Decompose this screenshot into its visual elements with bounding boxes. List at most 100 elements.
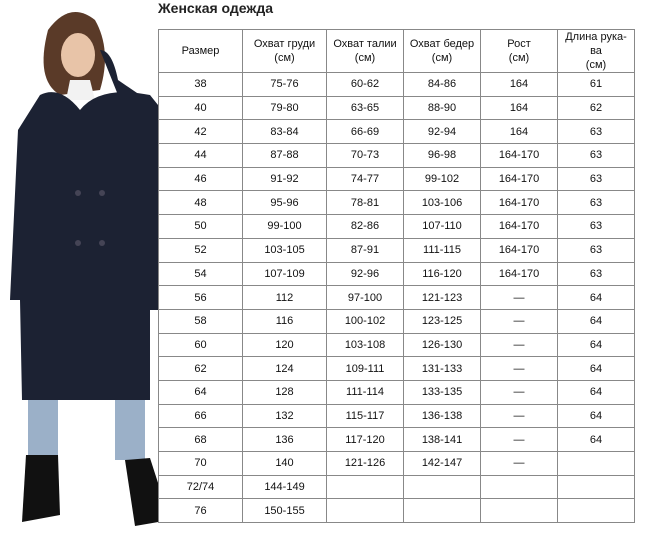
table-row: 44 87-88 70-73 96-98 164-170 63 — [158, 143, 635, 168]
table-cell: — — [480, 285, 558, 310]
table-cell: 75-76 — [242, 72, 327, 97]
table-row: 50 99-100 82-86 107-110 164-170 63 — [158, 214, 635, 239]
column-header: Рост (см) — [480, 29, 558, 73]
table-cell — [557, 451, 635, 476]
table-cell: 96-98 — [403, 143, 481, 168]
table-cell: 87-88 — [242, 143, 327, 168]
column-header: Охват бедер (см) — [403, 29, 481, 73]
table-cell: 150-155 — [242, 498, 327, 524]
table-row: 68 136 117-120 138-141—64 — [158, 427, 635, 452]
table-cell: 164 — [480, 72, 558, 97]
model-figure — [10, 12, 178, 526]
table-cell: 138-141 — [403, 427, 481, 452]
table-cell: 103-105 — [242, 237, 327, 263]
table-cell: 164-170 — [480, 143, 558, 168]
table-cell: 50 — [158, 214, 243, 239]
table-cell: 115-117 — [326, 403, 404, 429]
table-cell: 128 — [242, 379, 327, 405]
table-cell: 103-106 — [403, 190, 481, 216]
table-cell: 99-102 — [403, 166, 481, 192]
table-row: 42 83-84 66-69 92-94 164 63 — [158, 119, 635, 145]
column-header: Размер — [158, 29, 243, 73]
table-cell: 79-80 — [242, 95, 327, 121]
table-cell: 78-81 — [326, 190, 404, 216]
column-header: Охват талии (см) — [326, 29, 404, 73]
table-cell: 123-125 — [403, 308, 481, 334]
table-cell: 121-123 — [403, 285, 481, 310]
table-row: 54 107-109 92-96 116-120 164-170 63 — [158, 261, 635, 287]
table-cell: 87-91 — [326, 237, 404, 263]
table-cell: 52 — [158, 237, 243, 263]
table-cell: 64 — [557, 332, 635, 358]
table-cell: 164 — [480, 95, 558, 121]
table-cell: 64 — [158, 379, 243, 405]
table-cell: 70-73 — [326, 143, 404, 168]
table-cell: 44 — [158, 143, 243, 168]
table-row: 72/74 144-149 — [158, 474, 635, 500]
table-cell: 92-94 — [403, 119, 481, 145]
table-cell: 63 — [557, 237, 635, 263]
table-cell: 63 — [557, 261, 635, 287]
table-row: 66 132 115-117 136-138—64 — [158, 403, 635, 429]
table-cell: 76 — [158, 498, 243, 524]
table-cell: 91-92 — [242, 166, 327, 192]
table-cell: 112 — [242, 285, 327, 310]
table-cell: 164-170 — [480, 237, 558, 263]
table-cell: — — [480, 356, 558, 381]
table-cell — [326, 474, 404, 500]
table-cell: 109-111 — [326, 356, 404, 381]
table-header-row: Размер Охват груди (см) Охват талии (см) Охва… — [158, 29, 635, 73]
table-cell: 126-130 — [403, 332, 481, 358]
table-row: 70 140 121-126 142-147— — [158, 451, 635, 476]
table-row: 48 95-96 78-81 103-106 164-170 63 — [158, 190, 635, 216]
table-cell: 83-84 — [242, 119, 327, 145]
table-cell: 120 — [242, 332, 327, 358]
table-cell: 164-170 — [480, 190, 558, 216]
table-cell: 60-62 — [326, 72, 404, 97]
table-cell: — — [480, 379, 558, 405]
table-cell: 74-77 — [326, 166, 404, 192]
table-cell: 99-100 — [242, 214, 327, 239]
table-cell: — — [480, 308, 558, 334]
table-cell: 82-86 — [326, 214, 404, 239]
table-cell: 70 — [158, 451, 243, 476]
table-cell: 111-115 — [403, 237, 481, 263]
table-cell: 92-96 — [326, 261, 404, 287]
table-cell: 66 — [158, 403, 243, 429]
table-cell: 42 — [158, 119, 243, 145]
table-cell — [403, 474, 481, 500]
table-cell: — — [480, 403, 558, 429]
table-cell — [557, 474, 635, 500]
size-chart-table: Размер Охват груди (см) Охват талии (см) Охва… — [158, 29, 635, 524]
table-cell: 63 — [557, 119, 635, 145]
table-cell: 61 — [557, 72, 635, 97]
table-row: 76 150-155 — [158, 498, 635, 524]
table-cell: 64 — [557, 356, 635, 381]
table-cell: 107-110 — [403, 214, 481, 239]
table-cell: 117-120 — [326, 427, 404, 452]
column-header: Длина рука-ва (см) — [557, 29, 635, 73]
table-cell: 142-147 — [403, 451, 481, 476]
table-cell: 72/74 — [158, 474, 243, 500]
table-cell: 56 — [158, 285, 243, 310]
table-cell: 131-133 — [403, 356, 481, 381]
table-cell: 66-69 — [326, 119, 404, 145]
table-cell: 64 — [557, 308, 635, 334]
table-cell: 63 — [557, 143, 635, 168]
table-cell: 58 — [158, 308, 243, 334]
table-cell: 132 — [242, 403, 327, 429]
table-cell — [326, 498, 404, 524]
table-row: 40 79-80 63-65 88-90 164 62 — [158, 95, 635, 121]
table-row: 46 91-92 74-77 99-102 164-170 63 — [158, 166, 635, 192]
table-cell: — — [480, 427, 558, 452]
table-cell: — — [480, 451, 558, 476]
table-cell: 63 — [557, 214, 635, 239]
table-cell: 38 — [158, 72, 243, 97]
table-cell: 62 — [158, 356, 243, 381]
table-cell — [557, 498, 635, 524]
table-row: 60 120 103-108 126-130—64 — [158, 332, 635, 358]
table-cell: 164-170 — [480, 166, 558, 192]
table-cell: 136-138 — [403, 403, 481, 429]
table-row: 56 112 97-100 121-123—64 — [158, 285, 635, 310]
table-cell: 54 — [158, 261, 243, 287]
